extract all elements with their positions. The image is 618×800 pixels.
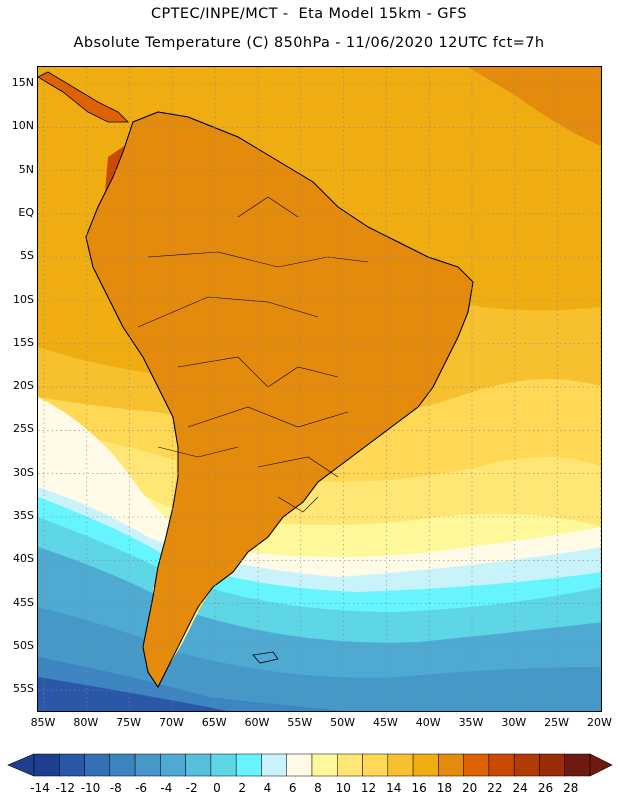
- colorbar-label: 8: [314, 781, 322, 795]
- colorbar-swatch: [235, 753, 262, 777]
- longitude-label: 50W: [330, 716, 356, 729]
- colorbar-label: 16: [411, 781, 427, 795]
- colorbar-swatch: [463, 753, 490, 777]
- colorbar: [7, 753, 613, 777]
- longitude-label: 80W: [73, 716, 99, 729]
- colorbar-label: 22: [487, 781, 503, 795]
- colorbar-label: 18: [436, 781, 452, 795]
- colorbar-label: -4: [160, 781, 173, 795]
- colorbar-swatch: [59, 753, 85, 777]
- field-band-neg12: [38, 677, 228, 711]
- colorbar-swatch: [185, 753, 212, 777]
- colorbar-swatch: [84, 753, 111, 777]
- longitude-label: 75W: [116, 716, 142, 729]
- latitude-label: 10N: [11, 119, 34, 133]
- colorbar-label: 28: [563, 781, 579, 795]
- longitude-label: 45W: [372, 716, 398, 729]
- map-canvas: [38, 67, 601, 711]
- map-title: CPTEC/INPE/MCT - Eta Model 15km - GFS: [151, 6, 467, 22]
- colorbar-swatch: [488, 753, 515, 777]
- colorbar-swatch: [438, 753, 464, 777]
- longitude-label: 70W: [158, 716, 184, 729]
- colorbar-swatch: [261, 753, 287, 777]
- temperature-map: [37, 66, 602, 712]
- colorbar-label: 4: [263, 781, 272, 795]
- longitude-label: 30W: [501, 716, 527, 729]
- colorbar-swatch: [109, 753, 136, 777]
- colorbar-swatch: [539, 753, 565, 777]
- latitude-label: 5N: [18, 162, 34, 176]
- longitude-label: 65W: [201, 716, 227, 729]
- central-america: [38, 71, 129, 123]
- colorbar-label: 26: [537, 781, 554, 795]
- latitude-label: 20S: [13, 379, 34, 393]
- colorbar-min-arrow: [7, 753, 35, 777]
- longitude-label: 40W: [415, 716, 441, 729]
- latitude-label: 55S: [13, 682, 34, 696]
- falkland-islands: [252, 651, 279, 664]
- colorbar-swatch: [286, 753, 313, 777]
- latitude-label: 5S: [20, 249, 34, 263]
- colorbar-label: -14: [30, 781, 50, 795]
- latitude-label: 35S: [13, 509, 34, 522]
- field-warm-ne: [468, 67, 601, 147]
- latitude-label: 15S: [13, 335, 34, 349]
- colorbar-label: 14: [386, 781, 402, 795]
- longitude-label: 85W: [30, 716, 56, 729]
- colorbar-swatch: [210, 753, 237, 777]
- colorbar-label: -12: [55, 781, 76, 795]
- colorbar-label: 6: [288, 781, 297, 795]
- colorbar-swatch: [362, 753, 389, 777]
- longitude-label: 20W: [586, 716, 612, 729]
- latitude-label: 30S: [13, 465, 34, 479]
- colorbar-swatch: [33, 753, 60, 777]
- latitude-label: 15N: [11, 76, 34, 89]
- colorbar-label: -8: [109, 781, 122, 795]
- colorbar-max-arrow: [589, 753, 613, 777]
- longitude-label: 25W: [544, 716, 570, 729]
- latitude-label: 10S: [13, 292, 34, 306]
- longitude-label: 35W: [458, 716, 484, 729]
- colorbar-swatch: [513, 753, 540, 777]
- latitude-label: 45S: [13, 595, 34, 609]
- colorbar-swatch: [134, 753, 161, 777]
- colorbar-label: 20: [461, 781, 478, 795]
- colorbar-label: 10: [335, 781, 351, 795]
- colorbar-label: -2: [185, 781, 198, 795]
- colorbar-swatch: [311, 753, 338, 777]
- longitude-label: 55W: [287, 716, 313, 729]
- latitude-label: EQ: [18, 205, 34, 219]
- longitude-label: 60W: [244, 716, 270, 729]
- latitude-label: 50S: [13, 638, 34, 652]
- latitude-label: 40S: [13, 552, 34, 566]
- colorbar-label: 0: [213, 781, 221, 795]
- colorbar-swatch: [564, 753, 591, 777]
- field-band-neg6: [38, 607, 601, 711]
- map-subtitle: Absolute Temperature (C) 850hPa - 11/06/…: [73, 35, 545, 51]
- colorbar-label: -6: [135, 781, 148, 795]
- colorbar-label: 12: [360, 781, 377, 795]
- colorbar-label: 2: [238, 781, 246, 795]
- colorbar-swatch: [387, 753, 414, 777]
- colorbar-swatch: [412, 753, 439, 777]
- colorbar-swatch: [160, 753, 186, 777]
- colorbar-label: -10: [80, 781, 101, 795]
- colorbar-swatch: [337, 753, 363, 777]
- colorbar-label: 24: [512, 781, 528, 795]
- latitude-label: 25S: [13, 422, 34, 436]
